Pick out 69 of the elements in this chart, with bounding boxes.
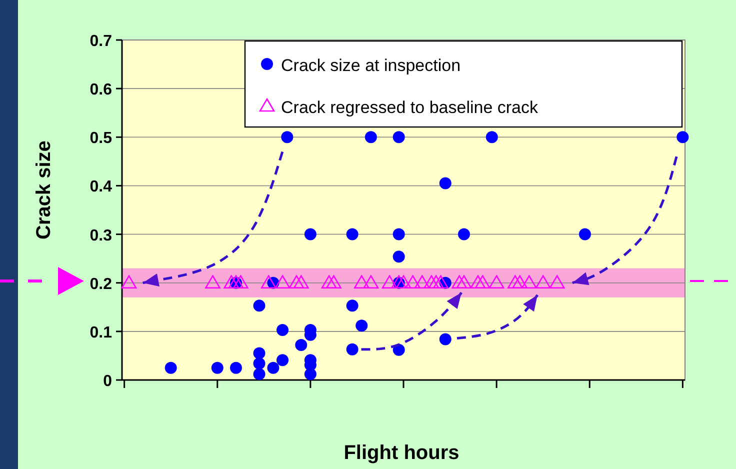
point	[396, 275, 412, 289]
point	[224, 275, 239, 289]
legend-label: Crack regressed to baseline crack	[281, 98, 538, 117]
y-tick-label: 0.5	[90, 130, 112, 148]
point	[414, 275, 430, 289]
point	[535, 275, 551, 289]
point	[121, 275, 137, 289]
point	[276, 324, 289, 336]
point	[512, 275, 528, 289]
point	[260, 275, 276, 289]
y-tick-label: 0	[103, 373, 112, 390]
point	[392, 228, 405, 240]
point	[474, 275, 490, 289]
point	[508, 275, 523, 289]
point	[354, 275, 370, 289]
point	[356, 320, 368, 332]
point	[346, 343, 358, 356]
point	[578, 228, 591, 240]
y-tick-label: 0.2	[90, 276, 112, 293]
point	[486, 131, 498, 144]
point	[521, 275, 537, 289]
point	[424, 275, 440, 289]
point	[293, 275, 309, 289]
point	[428, 275, 444, 289]
point	[253, 368, 266, 380]
point	[295, 339, 308, 352]
y-tick-label: 0.6	[90, 82, 112, 99]
y-tick-label: 0.1	[90, 324, 112, 342]
point	[488, 275, 504, 289]
point	[452, 275, 467, 289]
point	[382, 275, 398, 289]
y-tick-label: 0.4	[90, 178, 112, 196]
y-tick-label: 0.7	[90, 33, 112, 50]
point	[326, 275, 342, 289]
point	[392, 250, 405, 263]
point	[549, 275, 565, 289]
point	[363, 275, 379, 289]
point	[676, 131, 689, 144]
legend-label: Crack size at inspection	[281, 56, 461, 75]
point	[267, 362, 280, 374]
y-axis-title: Crack size	[33, 140, 55, 240]
point	[364, 131, 377, 144]
point	[439, 177, 452, 190]
point	[274, 275, 290, 289]
point	[405, 275, 420, 289]
point	[392, 131, 405, 144]
point	[281, 131, 294, 144]
point	[233, 275, 248, 289]
point	[253, 347, 266, 360]
point	[164, 362, 177, 374]
point	[276, 354, 289, 366]
point	[439, 333, 452, 346]
point	[253, 357, 266, 370]
point	[346, 300, 358, 312]
point	[321, 275, 337, 289]
point	[304, 228, 316, 240]
x-axis-title: Flight hours	[344, 442, 460, 464]
point	[211, 362, 224, 374]
point	[205, 275, 220, 289]
y-tick-label: 0.3	[90, 227, 112, 244]
point	[253, 300, 266, 312]
point	[470, 275, 486, 289]
point	[346, 228, 358, 240]
point	[304, 368, 316, 380]
point	[458, 228, 470, 240]
point	[230, 362, 242, 374]
point	[433, 275, 448, 289]
point	[288, 275, 304, 289]
point	[456, 275, 472, 289]
